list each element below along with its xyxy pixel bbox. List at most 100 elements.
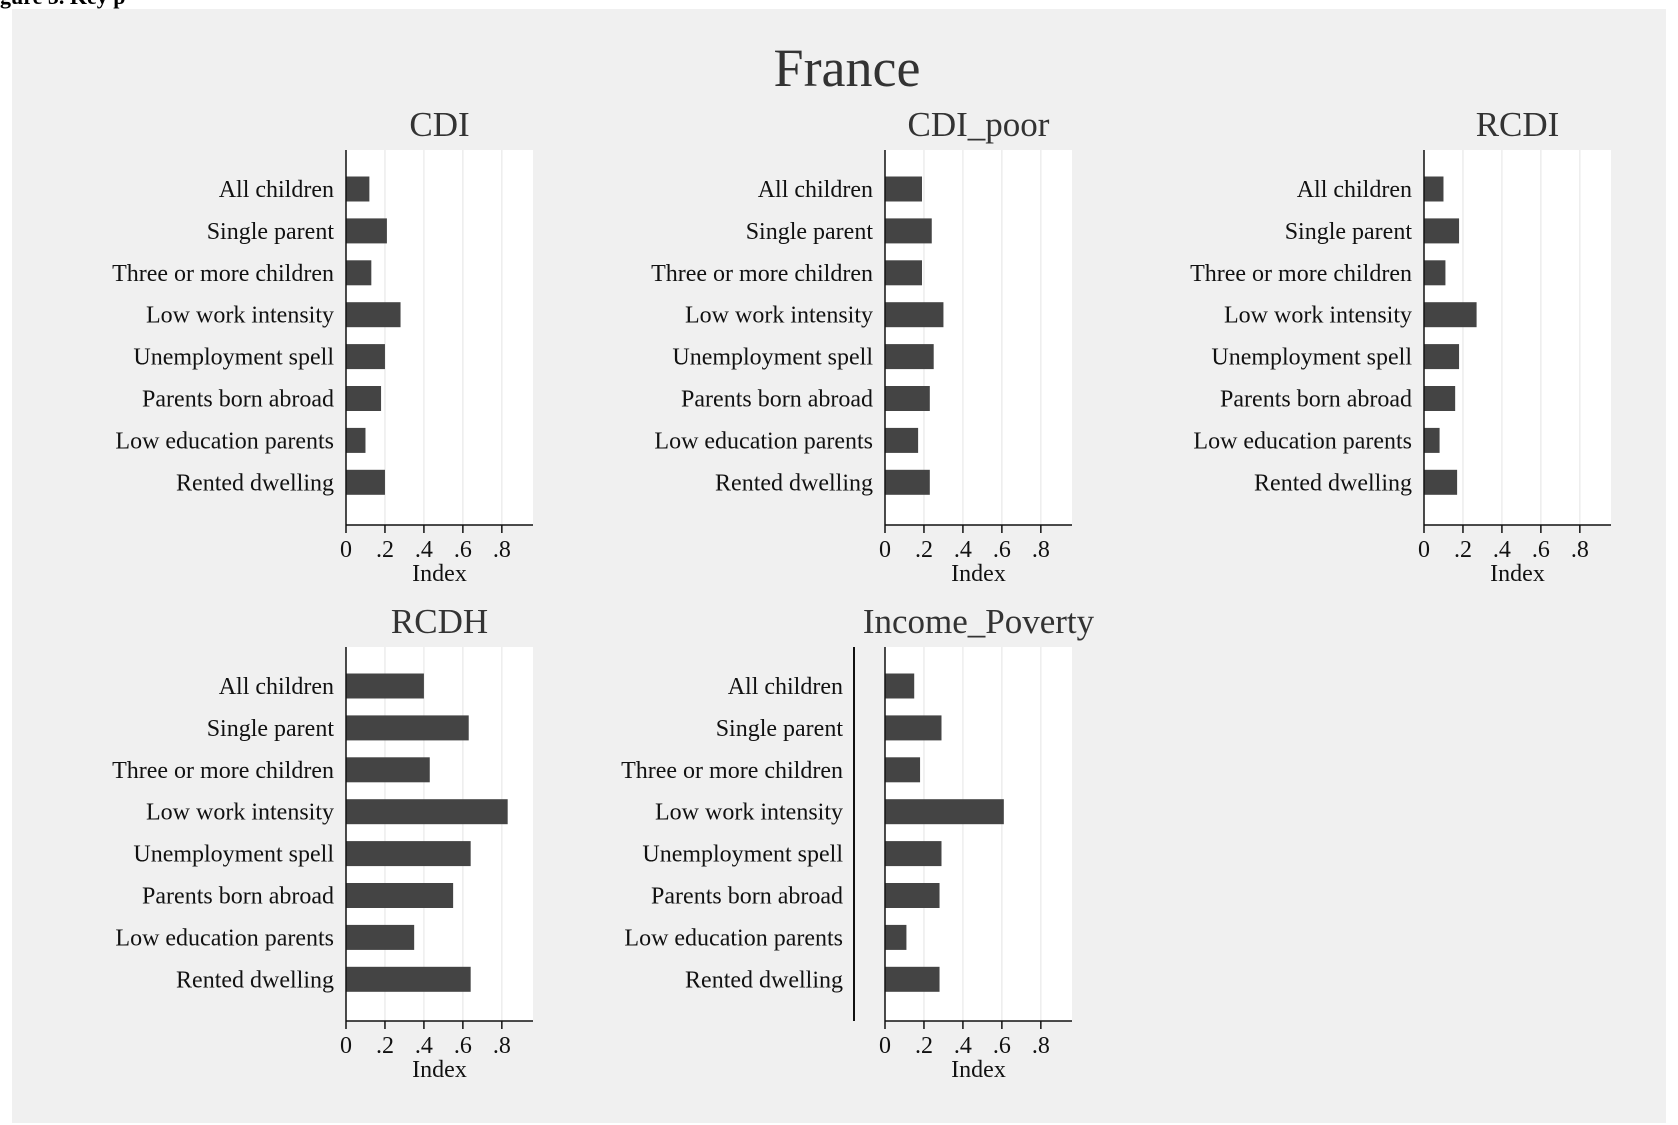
bar	[885, 218, 932, 244]
category-label: Rented dwelling	[1254, 470, 1412, 496]
bar	[346, 427, 366, 453]
bar	[346, 176, 370, 202]
bar	[1424, 302, 1477, 328]
x-axis-title: Index	[951, 1057, 1006, 1083]
bar	[346, 302, 401, 328]
x-axis-title: Index	[412, 1057, 467, 1083]
x-tick-label: .6	[993, 537, 1011, 563]
category-label: Unemployment spell	[133, 345, 334, 371]
x-tick-label: 0	[879, 1033, 891, 1059]
bar	[346, 966, 471, 992]
category-label: Three or more children	[112, 261, 334, 287]
subplot-title: CDI_poor	[908, 105, 1050, 144]
category-label: All children	[1297, 177, 1412, 203]
category-label: Low work intensity	[146, 800, 334, 826]
bar	[885, 344, 934, 370]
plot-area	[885, 150, 1072, 525]
x-tick-label: 0	[340, 537, 352, 563]
subplot-title: Income_Poverty	[863, 602, 1095, 641]
bar	[885, 715, 942, 741]
category-label: All children	[758, 177, 873, 203]
category-label: Single parent	[207, 219, 335, 245]
bar	[346, 924, 415, 950]
category-label: Three or more children	[651, 261, 873, 287]
subplot-title: RCDI	[1476, 105, 1560, 144]
category-label: Three or more children	[621, 758, 843, 784]
bar	[1424, 427, 1440, 453]
bar	[346, 883, 454, 908]
bar	[885, 260, 923, 286]
chart-panel-4: RCDH All children Single parent Three or mo…	[112, 602, 533, 1083]
figure-panel: France CDI All children Single parent Three …	[12, 9, 1666, 1123]
chart-panel-2: CDI_poor All children Single parent Three o…	[651, 105, 1072, 587]
category-label: Parents born abroad	[142, 387, 334, 413]
category-label: Three or more children	[112, 758, 334, 784]
x-tick-label: .8	[1032, 537, 1050, 563]
chart-panel-1: CDI All children Single parent Three or mor…	[112, 105, 533, 587]
bar	[346, 673, 424, 699]
x-tick-label: .2	[915, 1033, 933, 1059]
category-label: Rented dwelling	[176, 967, 334, 993]
category-label: Parents born abroad	[1220, 387, 1412, 413]
bar	[1424, 344, 1460, 370]
bar	[885, 924, 907, 950]
subplot-title: CDI	[409, 105, 469, 144]
bar	[885, 883, 940, 908]
category-label: Unemployment spell	[1211, 345, 1412, 371]
bar	[885, 469, 930, 495]
category-label: Three or more children	[1190, 261, 1412, 287]
x-tick-label: .6	[993, 1033, 1011, 1059]
category-label: All children	[219, 177, 334, 203]
bar	[346, 260, 372, 286]
category-label: Parents born abroad	[651, 884, 843, 910]
figure-svg: France CDI All children Single parent Three …	[112, 38, 1611, 1083]
x-tick-label: .4	[415, 1033, 433, 1059]
bar	[885, 386, 930, 411]
x-tick-label: .6	[454, 537, 472, 563]
x-tick-label: .8	[493, 537, 511, 563]
bar	[346, 799, 508, 825]
category-label: Parents born abroad	[142, 884, 334, 910]
category-label: Single parent	[207, 716, 335, 742]
category-label: Low work intensity	[685, 303, 873, 329]
x-tick-label: .4	[1493, 537, 1511, 563]
bar	[1424, 176, 1444, 202]
plot-area	[885, 647, 1072, 1021]
bar	[885, 757, 921, 783]
x-tick-label: .6	[1532, 537, 1550, 563]
bar	[885, 799, 1004, 825]
category-label: Single parent	[716, 716, 844, 742]
category-label: Parents born abroad	[681, 387, 873, 413]
x-tick-label: .8	[1571, 537, 1589, 563]
bar	[346, 218, 387, 244]
bar	[346, 386, 382, 411]
x-tick-label: .4	[415, 537, 433, 563]
x-tick-label: .2	[376, 1033, 394, 1059]
category-label: Low education parents	[1193, 428, 1412, 454]
x-tick-label: .2	[376, 537, 394, 563]
x-axis-title: Index	[951, 561, 1006, 587]
bar	[885, 302, 944, 328]
figure-title: France	[774, 38, 921, 98]
category-label: Low education parents	[624, 925, 843, 951]
category-label: Single parent	[1285, 219, 1413, 245]
x-tick-label: 0	[340, 1033, 352, 1059]
x-tick-label: .4	[954, 1033, 972, 1059]
category-label: Single parent	[746, 219, 874, 245]
bar	[346, 469, 385, 495]
category-label: Low education parents	[115, 925, 334, 951]
bar	[346, 757, 430, 783]
bar	[885, 176, 923, 202]
x-tick-label: 0	[1418, 537, 1430, 563]
chart-panel-5: Income_Poverty All children Single parent T…	[621, 602, 1095, 1083]
x-tick-label: .8	[493, 1033, 511, 1059]
category-label: Low work intensity	[1224, 303, 1412, 329]
bar	[1424, 218, 1460, 244]
bar	[885, 966, 940, 992]
category-label: Unemployment spell	[642, 842, 843, 868]
category-label: Low education parents	[115, 428, 334, 454]
category-label: Unemployment spell	[133, 842, 334, 868]
bar	[1424, 386, 1456, 411]
chart-panel-3: RCDI All children Single parent Three or mo…	[1190, 105, 1611, 587]
bar	[885, 673, 915, 699]
